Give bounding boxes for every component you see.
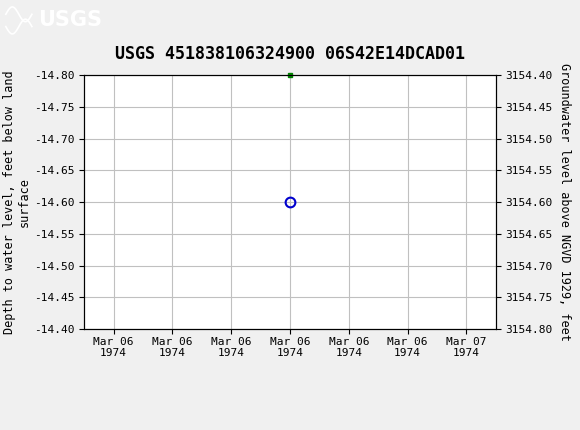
Text: USGS 451838106324900 06S42E14DCAD01: USGS 451838106324900 06S42E14DCAD01 (115, 45, 465, 63)
Text: USGS: USGS (38, 10, 102, 31)
Y-axis label: Depth to water level, feet below land
surface: Depth to water level, feet below land su… (3, 70, 31, 334)
Y-axis label: Groundwater level above NGVD 1929, feet: Groundwater level above NGVD 1929, feet (559, 63, 571, 341)
